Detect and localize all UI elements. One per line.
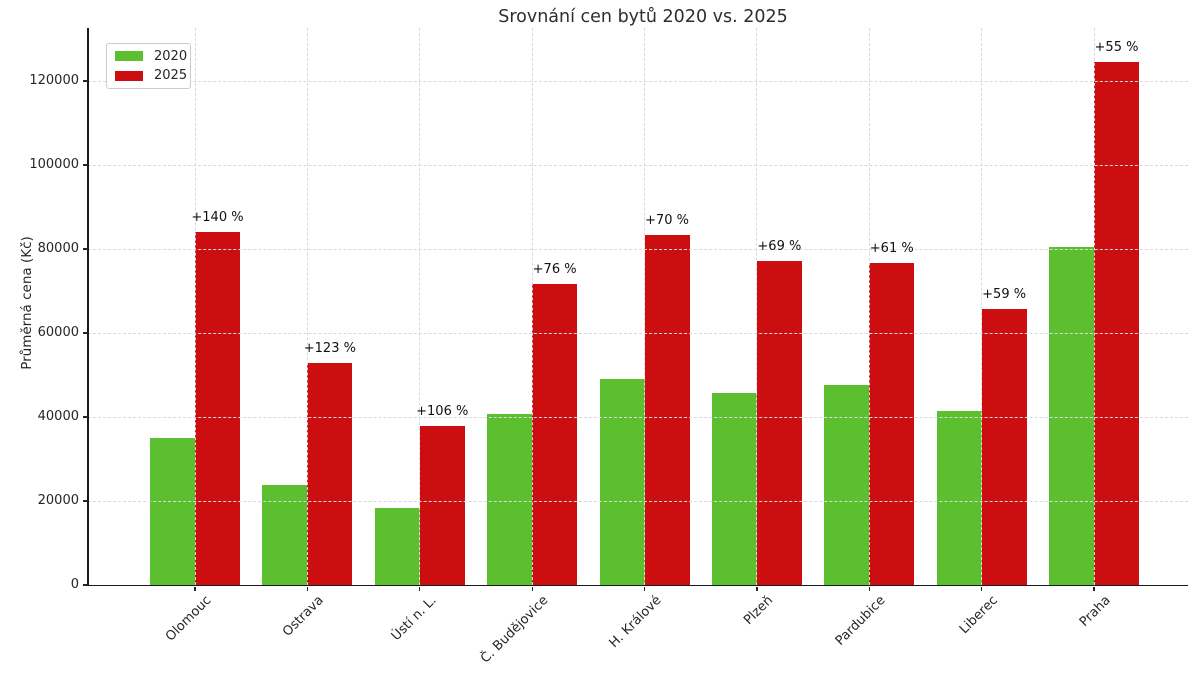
x-tick-mark bbox=[868, 586, 870, 591]
y-axis-tick-label: 80000 bbox=[37, 240, 79, 256]
pct-change-label: +69 % bbox=[757, 239, 802, 255]
bar-2020-h-kralove bbox=[599, 379, 645, 585]
gridline-vertical bbox=[868, 28, 870, 585]
gridline-horizontal bbox=[88, 81, 1188, 82]
x-tick-mark bbox=[981, 586, 983, 591]
bar-2020-praha bbox=[1049, 247, 1094, 585]
pct-change-label: +140 % bbox=[191, 210, 244, 226]
x-axis-tick-label: H. Králové bbox=[606, 593, 665, 651]
x-tick-mark bbox=[531, 586, 533, 591]
gridline-vertical bbox=[194, 28, 196, 585]
bar-2020-c-budejovice bbox=[487, 414, 533, 585]
x-axis-tick-label: Olomouc bbox=[163, 593, 215, 645]
gridline-horizontal bbox=[88, 165, 1188, 166]
bar-2025-c-budejovice bbox=[532, 284, 578, 585]
y-axis-label: Průměrná cena (Kč) bbox=[19, 236, 35, 370]
y-axis-tick-label: 20000 bbox=[37, 492, 79, 508]
bar-2020-usti-n-l bbox=[374, 507, 420, 585]
bar-2025-pardubice bbox=[869, 262, 915, 585]
pct-change-label: +70 % bbox=[645, 213, 689, 229]
bar-2025-olomouc bbox=[195, 232, 240, 585]
bar-2025-h-kralove bbox=[644, 235, 690, 585]
pct-change-label: +59 % bbox=[982, 286, 1027, 302]
bar-2025-usti-n-l bbox=[419, 425, 465, 585]
gridline-vertical bbox=[531, 28, 533, 585]
x-tick-mark bbox=[306, 586, 309, 591]
x-axis-tick-label: Liberec bbox=[957, 593, 1002, 638]
y-axis-tick-label: 100000 bbox=[29, 156, 79, 172]
gridline-horizontal bbox=[88, 333, 1188, 334]
bar-2020-liberec bbox=[936, 411, 982, 585]
bar-2025-praha bbox=[1094, 62, 1139, 585]
y-axis-tick-label: 120000 bbox=[29, 72, 79, 88]
legend-swatch-2025 bbox=[115, 70, 143, 81]
x-tick-mark bbox=[1093, 586, 1095, 591]
x-axis-tick-label: Ústí n. L. bbox=[388, 593, 440, 644]
x-axis-spine bbox=[87, 584, 1188, 587]
pct-change-label: +123 % bbox=[303, 340, 356, 356]
gridline-vertical bbox=[1093, 28, 1095, 585]
y-tick-mark bbox=[83, 500, 88, 502]
gridline-vertical bbox=[306, 28, 308, 585]
x-tick-mark bbox=[419, 586, 421, 591]
x-axis-tick-label: Č. Budějovice bbox=[478, 593, 552, 667]
y-tick-mark bbox=[83, 80, 88, 82]
y-tick-mark bbox=[83, 584, 88, 586]
gridline-vertical bbox=[981, 28, 983, 585]
bar-2025-plzen bbox=[756, 261, 802, 585]
gridline-horizontal bbox=[88, 417, 1188, 418]
bar-2025-liberec bbox=[981, 308, 1027, 585]
bar-2020-pardubice bbox=[824, 385, 870, 585]
y-axis-tick-label: 60000 bbox=[37, 324, 79, 340]
bar-2025-ostrava bbox=[307, 362, 353, 585]
pct-change-label: +55 % bbox=[1094, 40, 1139, 56]
bar-2020-ostrava bbox=[262, 485, 308, 585]
x-axis-tick-label: Pardubice bbox=[833, 593, 889, 649]
pct-change-label: +76 % bbox=[532, 262, 577, 278]
y-axis-tick-label: 0 bbox=[70, 576, 79, 592]
legend-item-2025: 2025 bbox=[107, 67, 190, 85]
y-tick-mark bbox=[83, 416, 88, 418]
gridline-horizontal bbox=[88, 249, 1188, 250]
gridline-vertical bbox=[419, 28, 421, 585]
x-axis-tick-label: Ostrava bbox=[280, 593, 327, 640]
gridline-vertical bbox=[644, 28, 645, 585]
gridline-vertical bbox=[756, 28, 758, 585]
x-tick-mark bbox=[643, 586, 646, 591]
chart-title: Srovnání cen bytů 2020 vs. 2025 bbox=[498, 7, 788, 27]
bar-2020-plzen bbox=[711, 393, 757, 585]
x-tick-mark bbox=[194, 586, 196, 591]
legend-swatch-2020 bbox=[115, 51, 143, 62]
y-tick-mark bbox=[83, 248, 88, 250]
bar-2020-olomouc bbox=[150, 438, 195, 585]
x-axis-tick-label: Praha bbox=[1076, 593, 1114, 630]
x-axis-tick-label: Plzeň bbox=[741, 593, 777, 629]
legend-label-2025: 2025 bbox=[154, 68, 188, 84]
y-tick-mark bbox=[83, 164, 88, 166]
gridline-horizontal bbox=[88, 501, 1188, 502]
legend-item-2020: 2020 bbox=[107, 47, 190, 65]
y-axis-tick-label: 40000 bbox=[37, 408, 79, 424]
pct-change-label: +106 % bbox=[416, 403, 469, 419]
x-tick-mark bbox=[756, 586, 758, 591]
y-axis-spine bbox=[87, 28, 89, 586]
y-tick-mark bbox=[83, 332, 88, 334]
legend-label-2020: 2020 bbox=[154, 48, 188, 64]
pct-change-label: +61 % bbox=[869, 240, 914, 256]
legend: 2020 2025 bbox=[106, 43, 191, 89]
